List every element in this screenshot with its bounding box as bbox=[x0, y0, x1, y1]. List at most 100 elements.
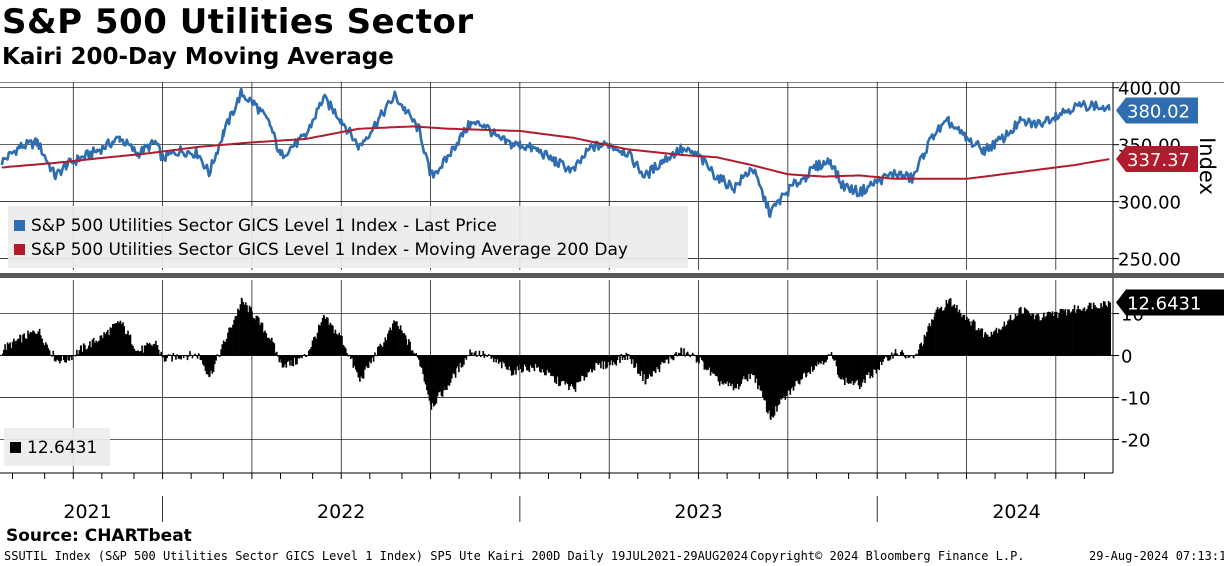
kairi-bar bbox=[812, 355, 814, 372]
kairi-bar bbox=[298, 355, 301, 359]
kairi-bar bbox=[463, 355, 465, 365]
kairi-bar bbox=[128, 335, 131, 356]
kairi-bar bbox=[882, 355, 884, 362]
kairi-bar bbox=[962, 314, 964, 356]
kairi-bar bbox=[264, 330, 266, 356]
kairi-bar bbox=[890, 352, 893, 356]
kairi-bar bbox=[1017, 314, 1019, 356]
kairi-bar bbox=[1018, 308, 1021, 356]
kairi-bar bbox=[105, 331, 108, 356]
kairi-bar bbox=[428, 355, 431, 401]
kairi-bar bbox=[775, 355, 777, 407]
kairi-bar bbox=[595, 355, 597, 363]
kairi-bar bbox=[826, 355, 828, 360]
kairi-bar bbox=[1036, 313, 1038, 356]
kairi-bar bbox=[533, 355, 536, 372]
kairi-bar bbox=[362, 355, 365, 379]
kairi-bar bbox=[1027, 311, 1030, 356]
kairi-bar bbox=[266, 338, 269, 356]
kairi-bar bbox=[150, 344, 152, 356]
kairi-bar bbox=[505, 355, 508, 370]
panel-divider[interactable] bbox=[0, 273, 1224, 278]
kairi-bar bbox=[441, 355, 444, 397]
kairi-bar bbox=[160, 351, 162, 356]
kairi-bar bbox=[255, 315, 258, 356]
kairi-bar bbox=[276, 351, 278, 356]
kairi-bar bbox=[29, 331, 32, 356]
kairi-bar bbox=[1095, 307, 1097, 356]
kairi-bar bbox=[797, 355, 800, 384]
kairi-bar bbox=[366, 355, 369, 368]
kairi-bar bbox=[438, 355, 440, 393]
kairi-bar bbox=[1105, 305, 1107, 356]
kairi-bar bbox=[207, 355, 209, 375]
kairi-bar bbox=[905, 355, 907, 359]
kairi-bar bbox=[855, 355, 857, 382]
kairi-bar bbox=[632, 355, 634, 360]
kairi-bar bbox=[308, 350, 310, 356]
kairi-bar bbox=[482, 351, 484, 356]
kairi-bar bbox=[357, 355, 360, 378]
kairi-bar bbox=[821, 355, 823, 361]
kairi-bar bbox=[41, 338, 43, 356]
kairi-bar bbox=[469, 349, 471, 356]
kairi-bar bbox=[800, 355, 802, 380]
kairi-bar bbox=[1062, 309, 1064, 356]
kairi-bar bbox=[396, 321, 398, 356]
kairi-bar bbox=[757, 355, 759, 390]
year-label: 2024 bbox=[992, 501, 1040, 523]
kairi-bar bbox=[76, 349, 78, 356]
kairi-bar bbox=[86, 348, 89, 356]
kairi-bar bbox=[750, 355, 753, 374]
kairi-bar bbox=[157, 349, 160, 356]
kairi-bar bbox=[204, 355, 207, 371]
kairi-bar bbox=[861, 355, 864, 383]
kairi-bar bbox=[558, 355, 560, 387]
kairi-bar bbox=[642, 355, 644, 381]
kairi-bar bbox=[900, 351, 902, 356]
kairi-bar bbox=[131, 344, 133, 356]
ma-last-tag bbox=[1116, 146, 1198, 173]
kairi-bar bbox=[406, 344, 409, 356]
kairi-bar bbox=[191, 355, 194, 359]
kairi-bar bbox=[1014, 313, 1017, 356]
kairi-bar bbox=[118, 322, 120, 356]
kairi-bar bbox=[688, 354, 690, 356]
kairi-bar bbox=[963, 314, 966, 356]
legend-swatch-kairi bbox=[10, 442, 21, 453]
kairi-bar bbox=[838, 355, 840, 378]
kairi-bar bbox=[309, 349, 311, 356]
legend-swatch-price bbox=[14, 220, 25, 231]
kairi-bar bbox=[813, 355, 815, 370]
kairi-bar bbox=[1096, 308, 1099, 356]
kairi-bar bbox=[365, 355, 367, 366]
kairi-bar bbox=[339, 335, 342, 356]
kairi-bar bbox=[870, 355, 873, 376]
kairi-bar bbox=[941, 310, 944, 356]
kairi-bar bbox=[273, 343, 276, 356]
kairi-bar bbox=[616, 355, 619, 360]
kairi-bar bbox=[919, 344, 921, 356]
kairi-bar bbox=[314, 336, 316, 356]
kairi-bar bbox=[758, 355, 760, 386]
kairi-bar bbox=[47, 348, 50, 356]
kairi-bar bbox=[765, 355, 768, 412]
kairi-bar bbox=[1079, 309, 1082, 356]
legend-label-price: S&P 500 Utilities Sector GICS Level 1 In… bbox=[31, 216, 497, 236]
kairi-bar bbox=[935, 309, 938, 356]
kairi-last-tag bbox=[1116, 289, 1224, 316]
kairi-bar bbox=[1070, 311, 1073, 356]
kairi-bar bbox=[11, 341, 14, 356]
kairi-bar bbox=[670, 355, 672, 359]
kairi-bar bbox=[917, 349, 920, 356]
kairi-bar bbox=[972, 319, 975, 356]
kairi-bar bbox=[980, 328, 982, 356]
kairi-bar bbox=[53, 355, 56, 362]
kairi-bar bbox=[328, 325, 330, 356]
kairi-bar bbox=[115, 323, 118, 356]
lower-ytick-label: -20 bbox=[1121, 430, 1150, 451]
kairi-bar bbox=[23, 333, 25, 356]
kairi-bar bbox=[924, 336, 927, 356]
kairi-bar bbox=[901, 350, 903, 356]
kairi-bar bbox=[153, 343, 156, 356]
